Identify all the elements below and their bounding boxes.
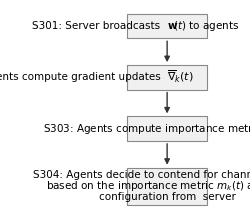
Text: based on the importance metric $m_k(t)$ and the: based on the importance metric $m_k(t)$ … [46, 179, 250, 193]
FancyBboxPatch shape [127, 116, 207, 141]
Text: S303: Agents compute importance metric $m_k(t)$: S303: Agents compute importance metric $… [43, 122, 250, 136]
Text: $\overline{\nabla}_k(t)$: $\overline{\nabla}_k(t)$ [167, 69, 194, 85]
FancyBboxPatch shape [127, 168, 207, 204]
Text: S301: Server broadcasts: S301: Server broadcasts [32, 21, 167, 31]
Text: configuration from  server: configuration from server [99, 192, 235, 202]
Text: $(t)$ to agents: $(t)$ to agents [173, 19, 239, 33]
Text: $\mathbf{w}$: $\mathbf{w}$ [167, 21, 178, 31]
FancyBboxPatch shape [127, 65, 207, 90]
Text: S302: Agents compute gradient updates: S302: Agents compute gradient updates [0, 72, 167, 82]
FancyBboxPatch shape [127, 14, 207, 38]
Text: S304: Agents decide to contend for channel access: S304: Agents decide to contend for chann… [33, 170, 250, 180]
